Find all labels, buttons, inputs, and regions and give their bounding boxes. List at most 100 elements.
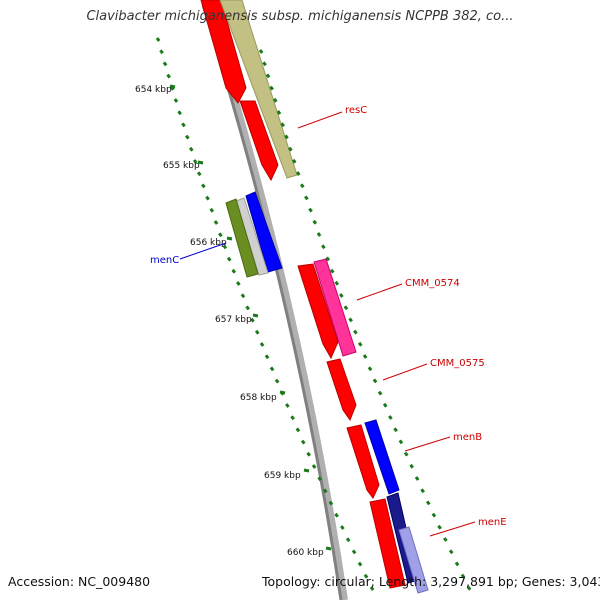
scale-tick	[258, 49, 264, 54]
major-tick	[325, 546, 332, 551]
label-leader-line	[382, 363, 428, 381]
scale-tick	[162, 61, 168, 67]
scale-tick	[272, 97, 278, 103]
gene-feature-CMM_0574	[297, 263, 339, 360]
scale-tick	[325, 256, 331, 262]
scale-tick	[192, 159, 198, 164]
scale-tick	[357, 341, 363, 347]
scale-tick	[311, 464, 317, 469]
label-leader-line	[179, 242, 227, 260]
major-tick	[169, 84, 176, 89]
gene-feature	[200, 0, 247, 104]
scale-tick	[367, 366, 373, 372]
scale-tick	[269, 366, 275, 372]
scale-tick	[274, 378, 280, 384]
scale-tick	[240, 293, 246, 299]
label-leader-line	[429, 521, 476, 537]
major-tick	[279, 390, 286, 395]
gene-feature-resC	[219, 0, 298, 179]
scale-tick	[269, 85, 274, 91]
scale-tick	[398, 439, 404, 445]
scale-tick	[388, 415, 393, 420]
major-tick	[197, 160, 204, 165]
scale-tick	[265, 73, 271, 79]
scale-tick	[264, 354, 270, 360]
scale-tick	[288, 146, 293, 152]
scale-tick	[377, 390, 383, 396]
tick-label: 660 kbp	[287, 548, 324, 558]
gene-feature-menE	[369, 498, 406, 589]
scale-tick	[372, 378, 378, 384]
scale-tick	[363, 573, 369, 579]
scale-tick	[316, 232, 322, 237]
scale-tick	[454, 561, 460, 567]
major-tick	[252, 313, 259, 318]
scale-tick	[339, 293, 344, 298]
scale-tick	[431, 512, 437, 518]
scale-tick	[285, 403, 290, 408]
scale-tick	[343, 305, 349, 311]
scale-tick	[357, 561, 363, 567]
scale-tick	[209, 207, 215, 213]
tick-label: 655 kbp	[163, 161, 200, 171]
gene-feature	[398, 526, 429, 594]
scale-tick	[276, 110, 282, 115]
scale-tick	[369, 586, 375, 591]
major-tick	[303, 468, 310, 473]
scale-tick	[437, 524, 442, 530]
tick-label: 659 kbp	[264, 471, 301, 481]
scale-tick	[188, 146, 194, 152]
scale-tick	[300, 439, 306, 445]
gene-feature-menC	[225, 198, 259, 278]
gene-feature	[313, 258, 357, 357]
scale-tick	[403, 451, 409, 457]
scale-tick	[448, 549, 454, 555]
scale-tick	[382, 402, 388, 408]
label-leader-line	[404, 436, 451, 452]
gene-feature	[364, 419, 400, 495]
scale-tick	[295, 171, 301, 176]
scale-tick	[185, 134, 190, 140]
scale-tick	[443, 537, 448, 542]
scale-tick	[205, 195, 210, 201]
tick-label: 657 kbp	[215, 315, 252, 325]
accession-label: Accession: NC_009480	[8, 574, 151, 589]
scale-tick	[291, 158, 297, 164]
scale-tick	[166, 73, 171, 79]
gene-label-CMM_0575: CMM_0575	[430, 358, 485, 369]
scale-tick	[351, 549, 357, 555]
scale-tick	[306, 451, 311, 457]
label-leader-line	[297, 111, 343, 129]
scale-tick	[340, 525, 345, 530]
scale-tick	[280, 122, 285, 128]
scale-tick	[304, 195, 309, 201]
gene-label-resC: resC	[345, 105, 367, 116]
scale-tick	[420, 488, 425, 494]
scale-tick	[425, 500, 431, 506]
major-tick	[226, 236, 233, 241]
map-title: Clavibacter michiganensis subsp. michiga…	[86, 9, 514, 24]
scale-tick	[236, 281, 241, 286]
gene-feature-CMM_0575	[326, 358, 357, 422]
scale-tick	[218, 232, 223, 238]
scale-tick	[177, 110, 182, 116]
scale-tick	[308, 207, 313, 213]
scale-tick	[155, 37, 161, 42]
gene-feature	[245, 191, 283, 273]
scale-tick	[322, 488, 328, 494]
scale-tick	[299, 183, 305, 189]
scale-tick	[226, 256, 232, 262]
scale-tick	[173, 98, 179, 103]
genome-summary: Topology: circular; Length: 3,297,891 bp…	[262, 574, 600, 589]
scale-tick	[262, 61, 267, 67]
scale-tick	[213, 220, 219, 225]
scale-tick	[181, 122, 186, 128]
gene-label-menB: menB	[453, 432, 482, 443]
tick-label: 658 kbp	[240, 393, 277, 403]
scale-tick	[222, 244, 228, 250]
gene-label-CMM_0574: CMM_0574	[405, 278, 460, 289]
label-leader-line	[356, 283, 403, 301]
scale-tick	[295, 427, 301, 433]
scale-tick	[321, 244, 326, 250]
